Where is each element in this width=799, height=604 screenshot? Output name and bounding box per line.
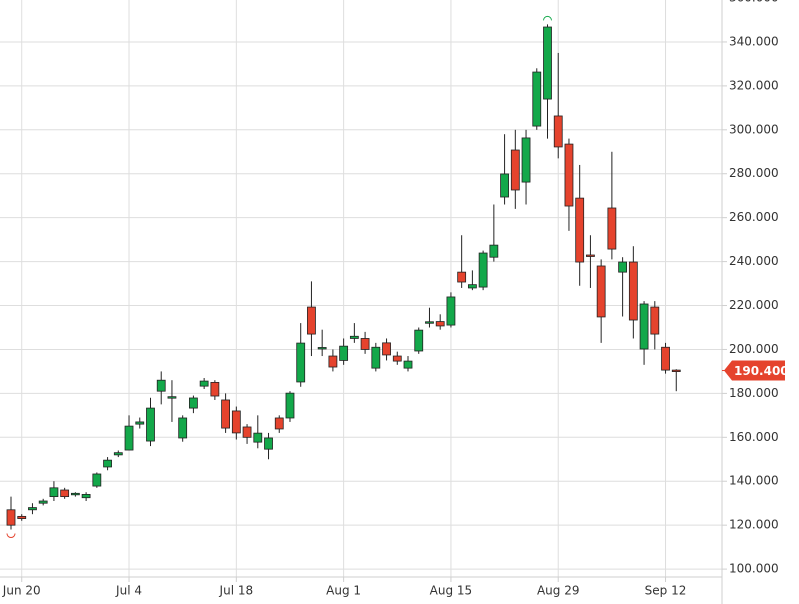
candle-body (124, 425, 134, 451)
candle-body (231, 410, 241, 434)
y-tick-label: 200.000 (729, 342, 779, 356)
candle-body (618, 261, 628, 273)
candle-body (81, 494, 91, 499)
candle-body (156, 379, 166, 392)
high-marker (543, 15, 552, 21)
candles (6, 24, 681, 530)
candle-body (457, 271, 467, 283)
candle-body (49, 487, 59, 498)
candle-body (135, 421, 145, 425)
candle-body (639, 303, 649, 350)
y-tick-label: 300.000 (729, 122, 779, 136)
last-price-tag (724, 360, 785, 381)
candle-body (478, 252, 488, 288)
candle-body (92, 473, 102, 487)
candle-body (349, 335, 359, 339)
y-tick-label: 260.000 (729, 210, 779, 224)
candle-body (661, 346, 670, 371)
y-tick-label: 180.000 (729, 386, 779, 400)
y-tick-label: 160.000 (729, 430, 779, 444)
candle-body (414, 329, 424, 352)
candle-body (532, 71, 542, 127)
last-price-label: 190.400 (734, 364, 789, 378)
x-tick-label: Jul 18 (219, 584, 254, 598)
candle-body (628, 261, 638, 321)
candle-body (221, 399, 231, 429)
candle-body (296, 342, 306, 383)
candle-body (113, 452, 123, 456)
candle-body (403, 360, 413, 369)
candle-body (242, 426, 252, 438)
candle-body (671, 369, 681, 372)
candle-body (17, 515, 27, 519)
candle-body (360, 338, 370, 350)
candle-body (38, 500, 48, 504)
candle-body (500, 173, 509, 198)
candle-body (435, 321, 445, 327)
candle-body (189, 397, 198, 409)
candle-body (307, 306, 316, 335)
x-tick-label: Sep 12 (645, 584, 687, 598)
candle-body (210, 381, 220, 397)
candle-body (650, 306, 660, 335)
y-tick-label: 240.000 (729, 254, 779, 268)
candle-body (467, 284, 477, 289)
y-tick-label: 280.000 (729, 166, 779, 180)
y-tick-label: 340.000 (729, 34, 779, 48)
x-tick-label: Jun 20 (2, 584, 41, 598)
candle-body (199, 380, 209, 387)
candle-body (575, 197, 585, 263)
candle-body (317, 347, 327, 350)
x-tick-label: Jul 4 (115, 584, 142, 598)
candle-body (285, 392, 295, 419)
candle-body (392, 355, 402, 362)
candle-body (146, 407, 155, 442)
candle-body (371, 346, 381, 369)
y-tick-label: 140.000 (729, 474, 779, 488)
low-marker (6, 533, 16, 539)
candle-body (28, 507, 37, 511)
candle-body (521, 137, 531, 183)
candle-body (382, 342, 391, 356)
candle-body (543, 26, 552, 100)
x-tick-label: Aug 1 (326, 584, 361, 598)
candle-body (167, 396, 177, 399)
candle-body (596, 265, 606, 318)
candle-body (553, 115, 563, 148)
candle-body (446, 296, 456, 326)
y-tick-label: 120.000 (729, 518, 779, 532)
y-tick-label: 100.000 (729, 562, 779, 576)
x-tick-label: Aug 15 (430, 584, 473, 598)
candle-body (564, 143, 574, 207)
candle-body (264, 437, 273, 450)
candle-body (60, 489, 70, 498)
y-tick-label: 220.000 (729, 298, 779, 312)
x-tick-label: Aug 29 (537, 584, 580, 598)
y-tick-label: 320.000 (729, 78, 779, 92)
candle-body (425, 321, 434, 324)
candle-body (6, 509, 16, 526)
candle-body (586, 254, 595, 257)
candle-body (489, 244, 499, 258)
candle-body (274, 417, 284, 430)
candle-body (328, 355, 338, 368)
candle-body (178, 417, 188, 439)
candle-body (510, 149, 520, 191)
candle-body (103, 459, 112, 468)
candle-body (253, 432, 263, 443)
candle-body (70, 492, 80, 496)
candle-body (339, 345, 349, 361)
candle-body (607, 207, 617, 250)
y-tick-label: 360.000 (729, 0, 779, 5)
